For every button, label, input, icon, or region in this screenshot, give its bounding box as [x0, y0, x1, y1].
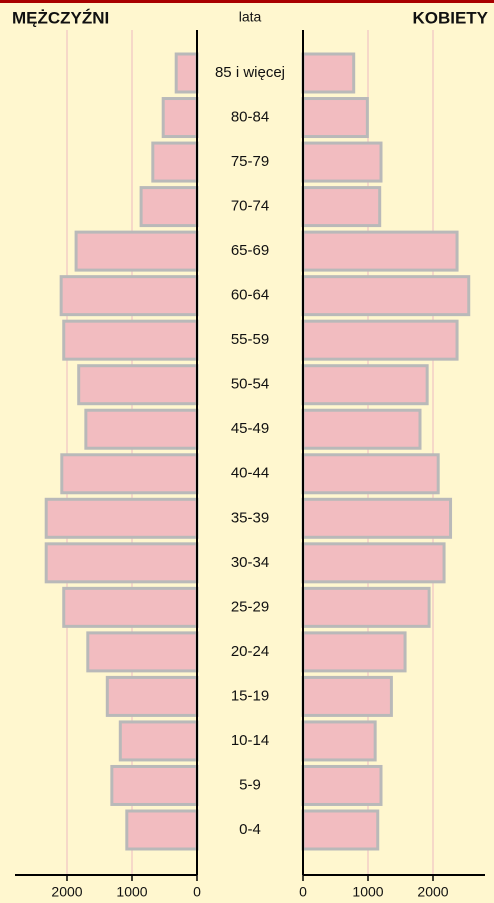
category-label: 15-19 — [231, 687, 269, 704]
category-label: 45-49 — [231, 420, 269, 437]
bar — [62, 586, 199, 628]
category-label: 5-9 — [239, 776, 261, 793]
bar — [301, 408, 422, 450]
bar — [174, 52, 199, 94]
bar — [86, 631, 199, 673]
bar — [301, 97, 369, 139]
bar — [301, 364, 429, 406]
category-label: 20-24 — [231, 643, 269, 660]
x-tick-label: 1000 — [116, 884, 147, 900]
bar — [139, 186, 199, 228]
bar — [59, 275, 199, 317]
category-label: 10-14 — [231, 732, 269, 749]
bar — [301, 809, 380, 851]
bar — [301, 186, 382, 228]
bar — [84, 408, 199, 450]
bar — [301, 497, 453, 539]
category-label: 80-84 — [231, 108, 269, 125]
category-label: 25-29 — [231, 598, 269, 615]
bar — [301, 319, 459, 361]
bar — [62, 319, 199, 361]
x-tick-label: 2000 — [51, 884, 82, 900]
series-label: MĘŻCZYŹNI — [12, 8, 109, 27]
bar — [301, 720, 377, 762]
bar — [301, 764, 383, 806]
category-label: 0-4 — [239, 821, 261, 838]
bar — [105, 675, 199, 717]
x-tick-label: 0 — [299, 884, 307, 900]
series-label: KOBIETY — [412, 8, 488, 27]
bar — [151, 141, 199, 183]
bar — [74, 230, 199, 272]
category-label: 70-74 — [231, 198, 269, 215]
category-label: 75-79 — [231, 153, 269, 170]
bar — [301, 631, 407, 673]
center-label: lata — [239, 9, 262, 25]
category-label: 60-64 — [231, 287, 269, 304]
bar — [301, 141, 383, 183]
category-label: 85 i więcej — [215, 64, 285, 81]
bar — [301, 275, 471, 317]
bar — [301, 675, 393, 717]
bar — [161, 97, 199, 139]
category-label: 40-44 — [231, 465, 269, 482]
category-label: 35-39 — [231, 509, 269, 526]
category-label: 55-59 — [231, 331, 269, 348]
category-label: 65-69 — [231, 242, 269, 259]
bar — [301, 542, 446, 584]
bar — [301, 230, 459, 272]
top-border — [0, 0, 494, 3]
bar — [60, 453, 199, 495]
bar — [125, 809, 199, 851]
bar — [44, 497, 199, 539]
bar — [110, 764, 199, 806]
x-tick-label: 2000 — [417, 884, 448, 900]
x-tick-label: 1000 — [352, 884, 383, 900]
bar — [44, 542, 199, 584]
category-label: 50-54 — [231, 376, 269, 393]
bar — [118, 720, 199, 762]
bar — [301, 586, 431, 628]
bar — [301, 453, 440, 495]
bar — [77, 364, 199, 406]
category-label: 30-34 — [231, 554, 269, 571]
bar — [301, 52, 356, 94]
x-tick-label: 0 — [193, 884, 201, 900]
